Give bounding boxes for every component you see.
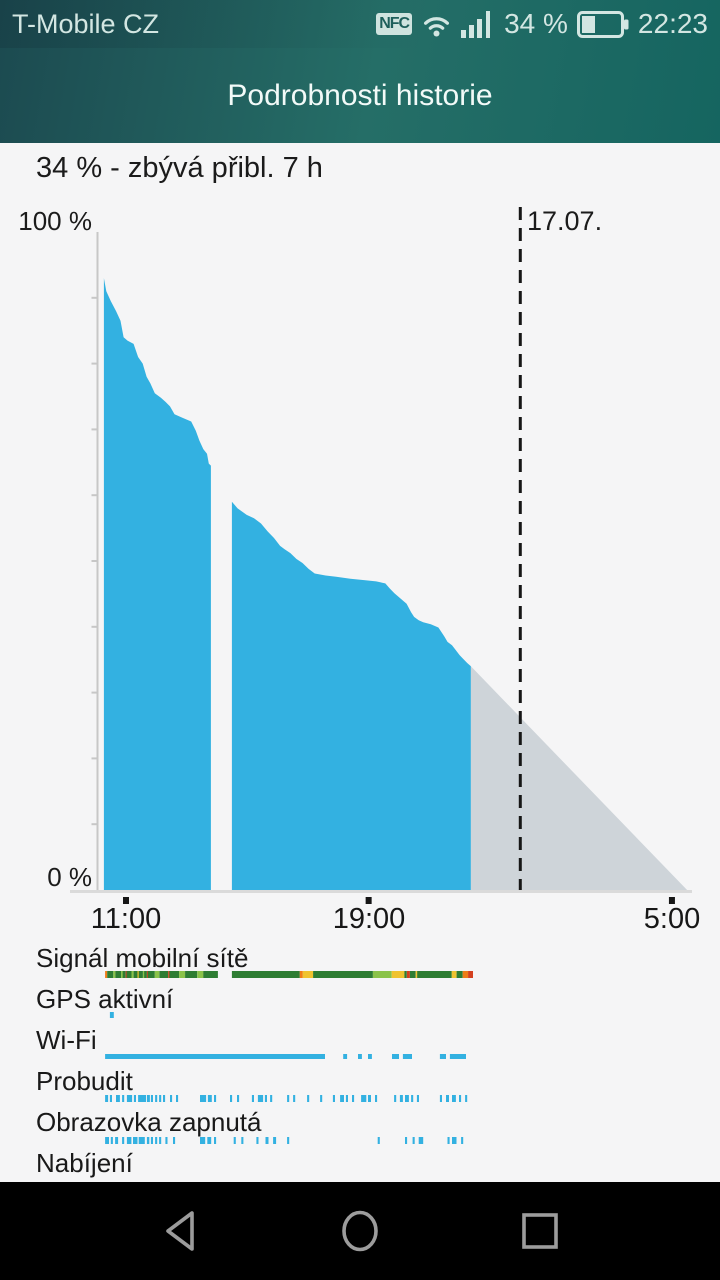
header: Podrobnosti historie bbox=[0, 48, 720, 143]
x-tick-label: 11:00 bbox=[90, 903, 162, 935]
nfc-icon: NFC bbox=[376, 13, 413, 35]
carrier-label: T-Mobile CZ bbox=[12, 8, 160, 39]
battery-icon bbox=[576, 10, 629, 38]
recents-button[interactable] bbox=[510, 1201, 570, 1261]
home-button[interactable] bbox=[330, 1201, 390, 1261]
x-tick-label: 5:00 bbox=[643, 903, 701, 935]
back-icon bbox=[166, 1211, 194, 1251]
row-label-wifi: Wi-Fi bbox=[36, 1025, 97, 1055]
battery-summary: 34 % - zbývá přibl. 7 h bbox=[36, 152, 323, 184]
back-button[interactable] bbox=[150, 1201, 210, 1261]
y-axis-bottom-label: 0 % bbox=[47, 862, 92, 892]
wifi-icon bbox=[424, 16, 450, 36]
navigation-bar bbox=[0, 1182, 720, 1280]
signal-strength-icon bbox=[461, 10, 491, 38]
row-label-wake: Probudit bbox=[36, 1066, 133, 1096]
clock-label: 22:23 bbox=[637, 8, 708, 39]
app-bar: T-Mobile CZ NFC 34 % bbox=[0, 0, 720, 143]
status-icons: NFC 34 % 22:23 bbox=[376, 8, 708, 40]
page-title: Podrobnosti historie bbox=[227, 78, 493, 112]
recents-icon bbox=[522, 1213, 558, 1249]
y-axis-top-label: 100 % bbox=[18, 206, 92, 236]
row-label-mobile-signal: Signál mobilní sítě bbox=[36, 943, 249, 973]
row-label-charging: Nabíjení bbox=[36, 1148, 133, 1178]
day-marker-label: 17.07. bbox=[527, 206, 603, 236]
x-tick-label: 19:00 bbox=[332, 903, 406, 935]
row-label-gps-active: GPS aktivní bbox=[36, 984, 174, 1014]
row-label-screen-on: Obrazovka zapnutá bbox=[36, 1107, 262, 1137]
status-bar: T-Mobile CZ NFC 34 % bbox=[0, 0, 720, 48]
battery-percent-label: 34 % bbox=[504, 8, 568, 39]
home-icon bbox=[342, 1210, 378, 1252]
